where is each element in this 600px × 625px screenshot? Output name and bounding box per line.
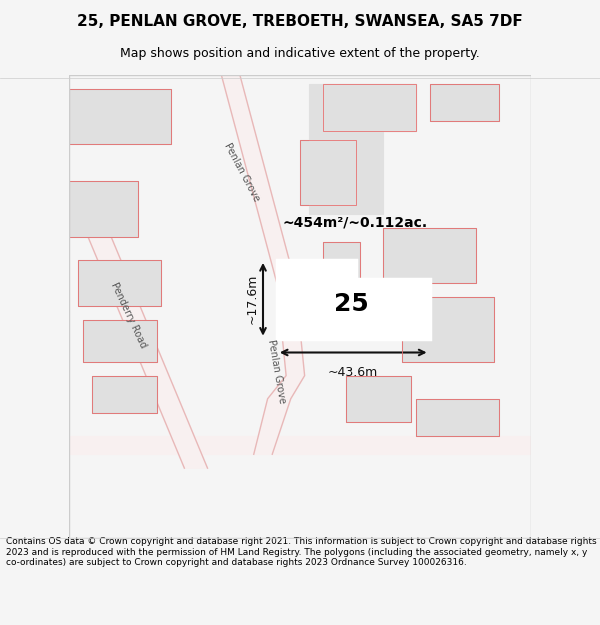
Bar xyxy=(323,241,360,279)
Bar xyxy=(92,376,157,413)
Text: ~17.6m: ~17.6m xyxy=(245,274,259,324)
Bar xyxy=(430,84,499,121)
Bar xyxy=(383,228,476,283)
Polygon shape xyxy=(221,75,295,283)
Bar xyxy=(323,241,360,279)
Bar xyxy=(346,376,411,422)
Text: Penlan Grove: Penlan Grove xyxy=(266,338,287,404)
Polygon shape xyxy=(309,84,416,131)
Bar xyxy=(300,140,355,204)
Bar xyxy=(69,89,170,144)
Bar xyxy=(69,89,170,144)
Text: Map shows position and indicative extent of the property.: Map shows position and indicative extent… xyxy=(120,48,480,61)
Bar xyxy=(69,181,138,237)
Bar xyxy=(383,228,476,283)
Text: 25: 25 xyxy=(334,292,368,316)
Polygon shape xyxy=(69,191,208,468)
Bar xyxy=(83,320,157,362)
Polygon shape xyxy=(254,283,305,454)
Bar xyxy=(78,260,161,306)
Bar xyxy=(346,376,411,422)
Text: Penderry Road: Penderry Road xyxy=(109,281,148,350)
Bar xyxy=(92,376,157,413)
Bar xyxy=(416,399,499,436)
Bar xyxy=(69,181,138,237)
Polygon shape xyxy=(69,436,531,454)
Bar xyxy=(83,320,157,362)
Polygon shape xyxy=(309,131,383,214)
Bar xyxy=(430,84,499,121)
Bar xyxy=(323,84,416,131)
Bar xyxy=(402,297,494,362)
Text: Penlan Grove: Penlan Grove xyxy=(223,141,262,203)
Bar xyxy=(323,84,416,131)
Text: 25, PENLAN GROVE, TREBOETH, SWANSEA, SA5 7DF: 25, PENLAN GROVE, TREBOETH, SWANSEA, SA5… xyxy=(77,14,523,29)
Bar xyxy=(402,297,494,362)
Text: ~43.6m: ~43.6m xyxy=(328,366,379,379)
Text: ~454m²/~0.112ac.: ~454m²/~0.112ac. xyxy=(283,216,428,230)
Text: Contains OS data © Crown copyright and database right 2021. This information is : Contains OS data © Crown copyright and d… xyxy=(6,538,596,568)
Bar xyxy=(78,260,161,306)
Polygon shape xyxy=(277,260,430,339)
Bar xyxy=(416,399,499,436)
Bar xyxy=(300,140,355,204)
